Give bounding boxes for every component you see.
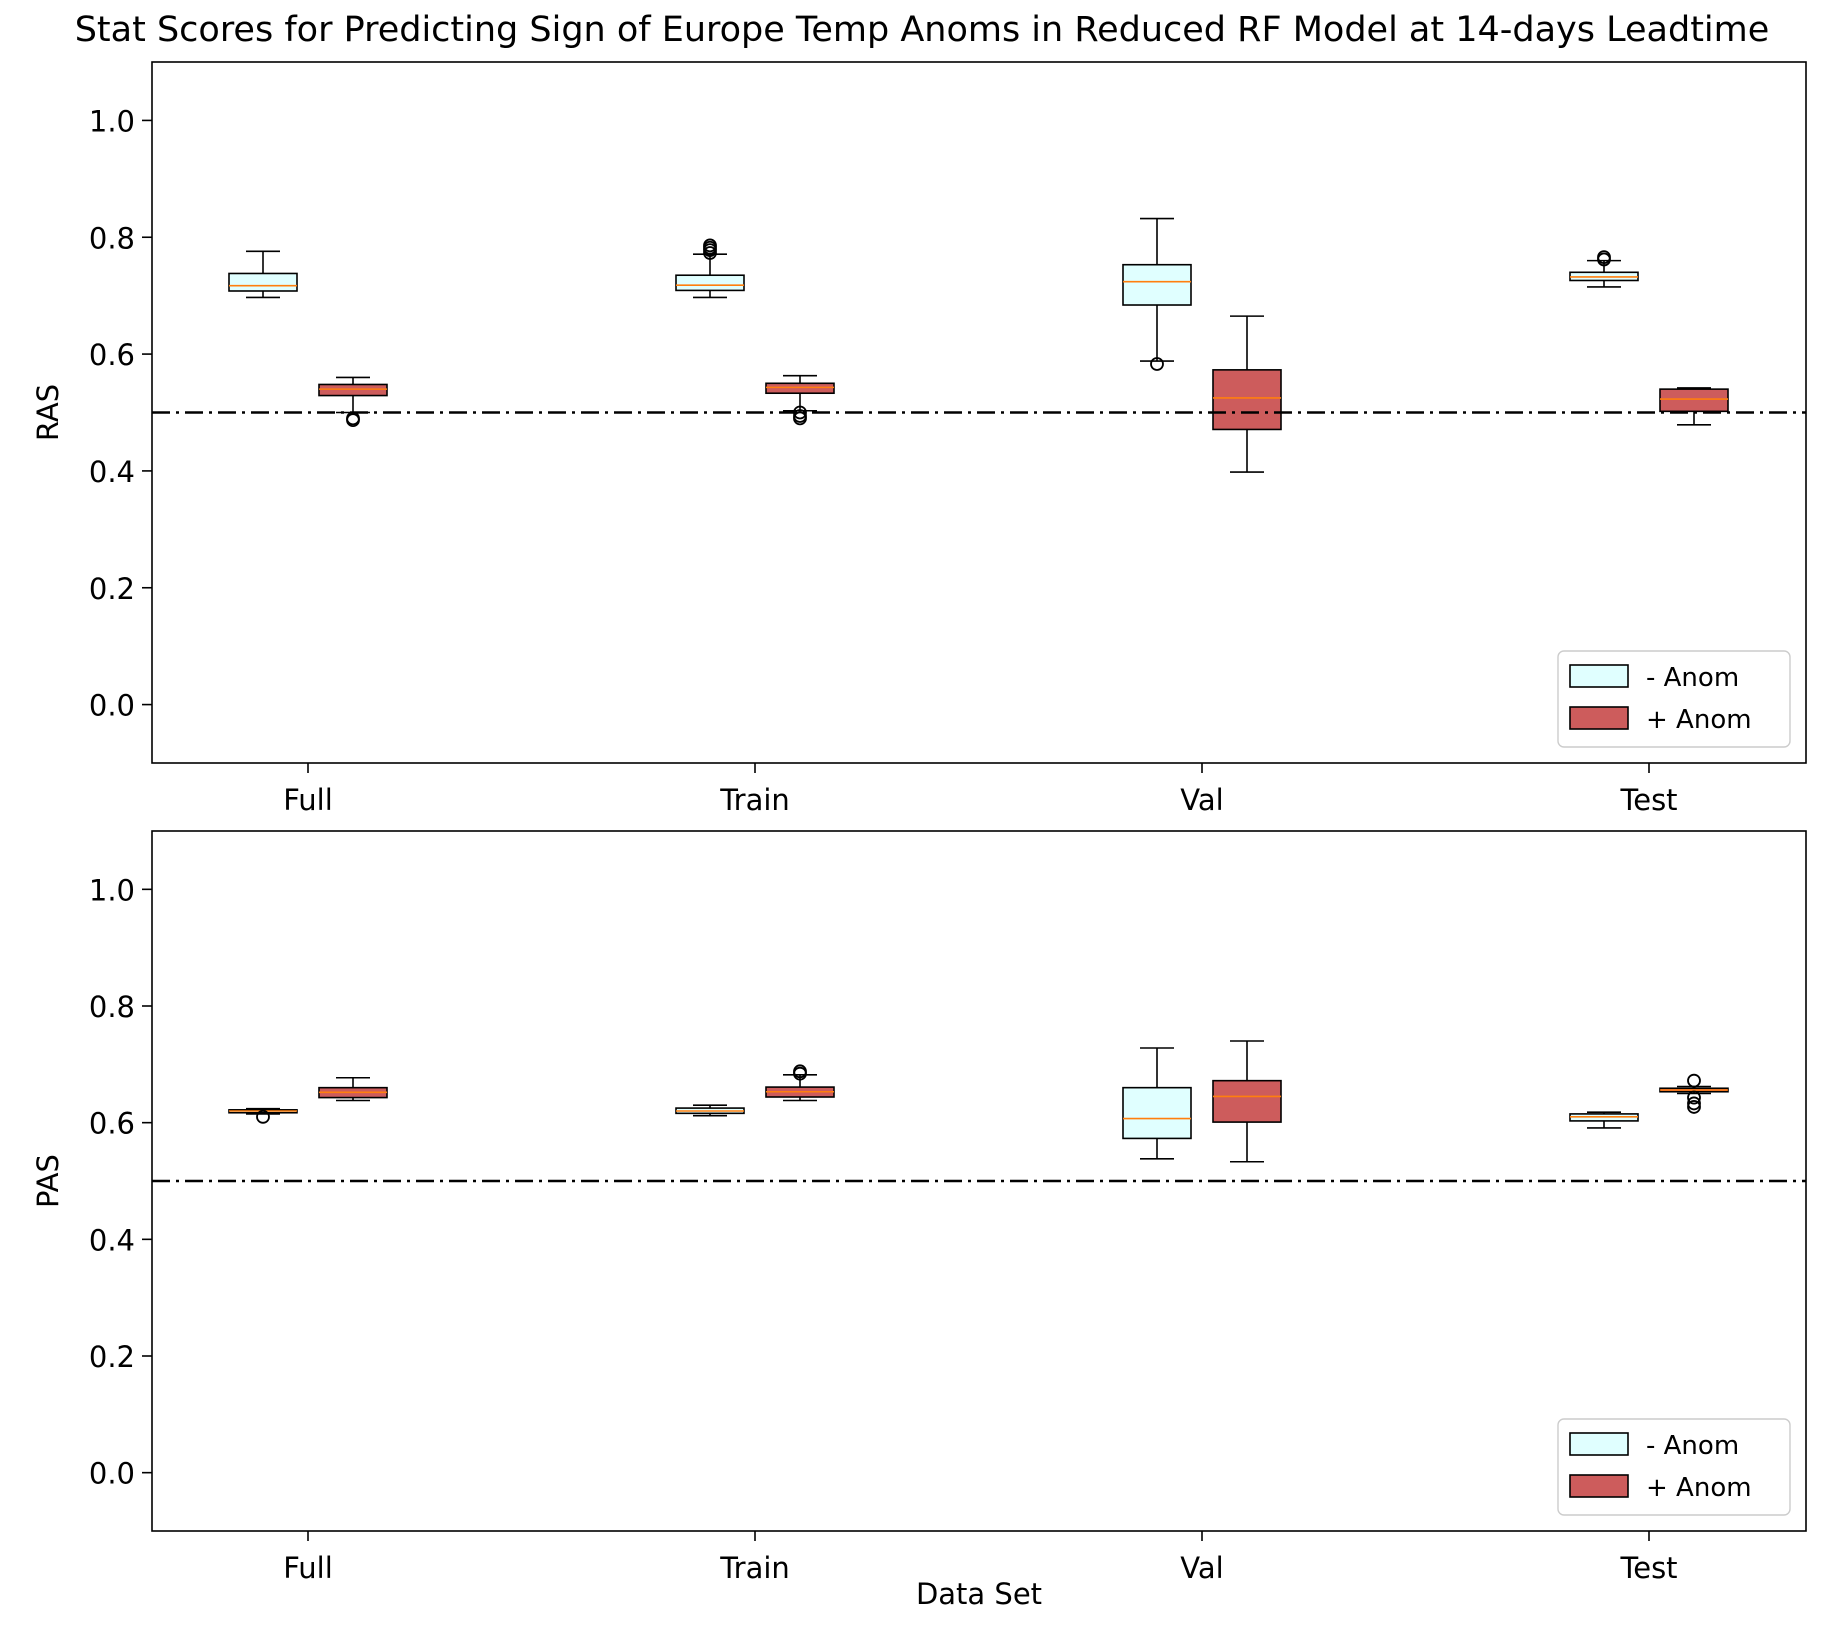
legend-swatch bbox=[1569, 664, 1629, 688]
legend: - Anom + Anom bbox=[1557, 1418, 1791, 1516]
box-neg-anom-train bbox=[675, 1104, 745, 1117]
box-neg-anom-full bbox=[228, 1107, 298, 1124]
y-tick-label: 0.2 bbox=[89, 1340, 135, 1374]
y-tick-label: 0.0 bbox=[89, 689, 135, 723]
legend-label: - Anom bbox=[1646, 663, 1739, 693]
box-pos-anom-val bbox=[1212, 315, 1282, 473]
x-tick-label: Test bbox=[1619, 1551, 1677, 1585]
box-pos-anom-val bbox=[1212, 1040, 1282, 1163]
y-tick-label: 1.0 bbox=[89, 104, 135, 138]
x-axis-label: Data Set bbox=[916, 1577, 1042, 1611]
outlier-point bbox=[1687, 1090, 1701, 1105]
outlier-point bbox=[1687, 1096, 1701, 1111]
y-axis-label: PAS bbox=[31, 1154, 65, 1208]
y-tick-label: 0.4 bbox=[89, 455, 135, 489]
box-neg-anom-full bbox=[228, 250, 298, 299]
box bbox=[1659, 388, 1729, 413]
box bbox=[1212, 1079, 1282, 1123]
x-tick-label: Test bbox=[1619, 783, 1677, 817]
legend-swatch bbox=[1569, 1474, 1629, 1498]
outlier-point bbox=[793, 409, 807, 423]
y-tick-label: 0.4 bbox=[89, 1223, 135, 1257]
box-neg-anom-test bbox=[1569, 1111, 1639, 1129]
plot-frame bbox=[151, 61, 1807, 764]
legend: - Anom + Anom bbox=[1557, 650, 1791, 748]
plot-frame bbox=[151, 830, 1807, 1532]
box-neg-anom-val bbox=[1122, 1047, 1192, 1160]
x-tick-label: Train bbox=[719, 783, 790, 817]
box-neg-anom-test bbox=[1569, 250, 1639, 288]
legend-label: - Anom bbox=[1646, 1431, 1739, 1461]
y-tick-label: 0.8 bbox=[89, 990, 135, 1024]
y-tick-label: 1.0 bbox=[89, 873, 135, 907]
x-tick-label: Val bbox=[1180, 783, 1223, 817]
y-tick-label: 0.2 bbox=[89, 572, 135, 606]
x-tick-label: Full bbox=[283, 783, 333, 817]
box bbox=[228, 272, 298, 292]
outlier-point bbox=[703, 238, 717, 253]
box bbox=[1212, 369, 1282, 431]
outlier-point bbox=[793, 1064, 807, 1079]
x-tick-label: Train bbox=[719, 1551, 790, 1585]
y-tick-label: 0.0 bbox=[89, 1457, 135, 1491]
box-pos-anom-full bbox=[318, 1076, 388, 1102]
box bbox=[1122, 1086, 1192, 1140]
box bbox=[765, 382, 835, 395]
x-tick-label: Full bbox=[283, 1551, 333, 1585]
box-pos-anom-full bbox=[318, 376, 388, 427]
chart-title: Stat Scores for Predicting Sign of Europ… bbox=[74, 10, 1770, 50]
y-tick-label: 0.6 bbox=[89, 338, 135, 372]
legend-swatch bbox=[1569, 706, 1629, 730]
x-tick-label: Val bbox=[1180, 1551, 1223, 1585]
subplot-ras: 0.0 0.2 0.4 0.6 0.8 1.0 Full Train Val Test RAS - A… bbox=[31, 61, 1807, 817]
subplot-pas: 0.0 0.2 0.4 0.6 0.8 1.0 Full Train Val Test PAS Dat… bbox=[31, 830, 1807, 1611]
box bbox=[1122, 263, 1192, 306]
box-pos-anom-train bbox=[765, 374, 835, 426]
y-tick-label: 0.8 bbox=[89, 221, 135, 255]
box-pos-anom-test bbox=[1659, 387, 1729, 426]
legend-label: + Anom bbox=[1646, 705, 1752, 735]
box-neg-anom-val bbox=[1122, 217, 1192, 371]
box-neg-anom-train bbox=[675, 238, 745, 299]
outlier-point bbox=[1687, 1100, 1701, 1114]
legend-label: + Anom bbox=[1646, 1473, 1752, 1503]
outlier-point bbox=[1687, 1073, 1701, 1088]
outlier-point bbox=[256, 1109, 270, 1124]
y-tick-label: 0.6 bbox=[89, 1107, 135, 1141]
y-axis-label: RAS bbox=[31, 384, 65, 441]
outlier-point bbox=[1150, 357, 1164, 371]
legend-swatch bbox=[1569, 1432, 1629, 1456]
box bbox=[318, 383, 388, 397]
box-pos-anom-train bbox=[765, 1064, 835, 1102]
outlier-point bbox=[1597, 250, 1611, 265]
box-pos-anom-test bbox=[1659, 1073, 1729, 1114]
box bbox=[675, 274, 745, 292]
